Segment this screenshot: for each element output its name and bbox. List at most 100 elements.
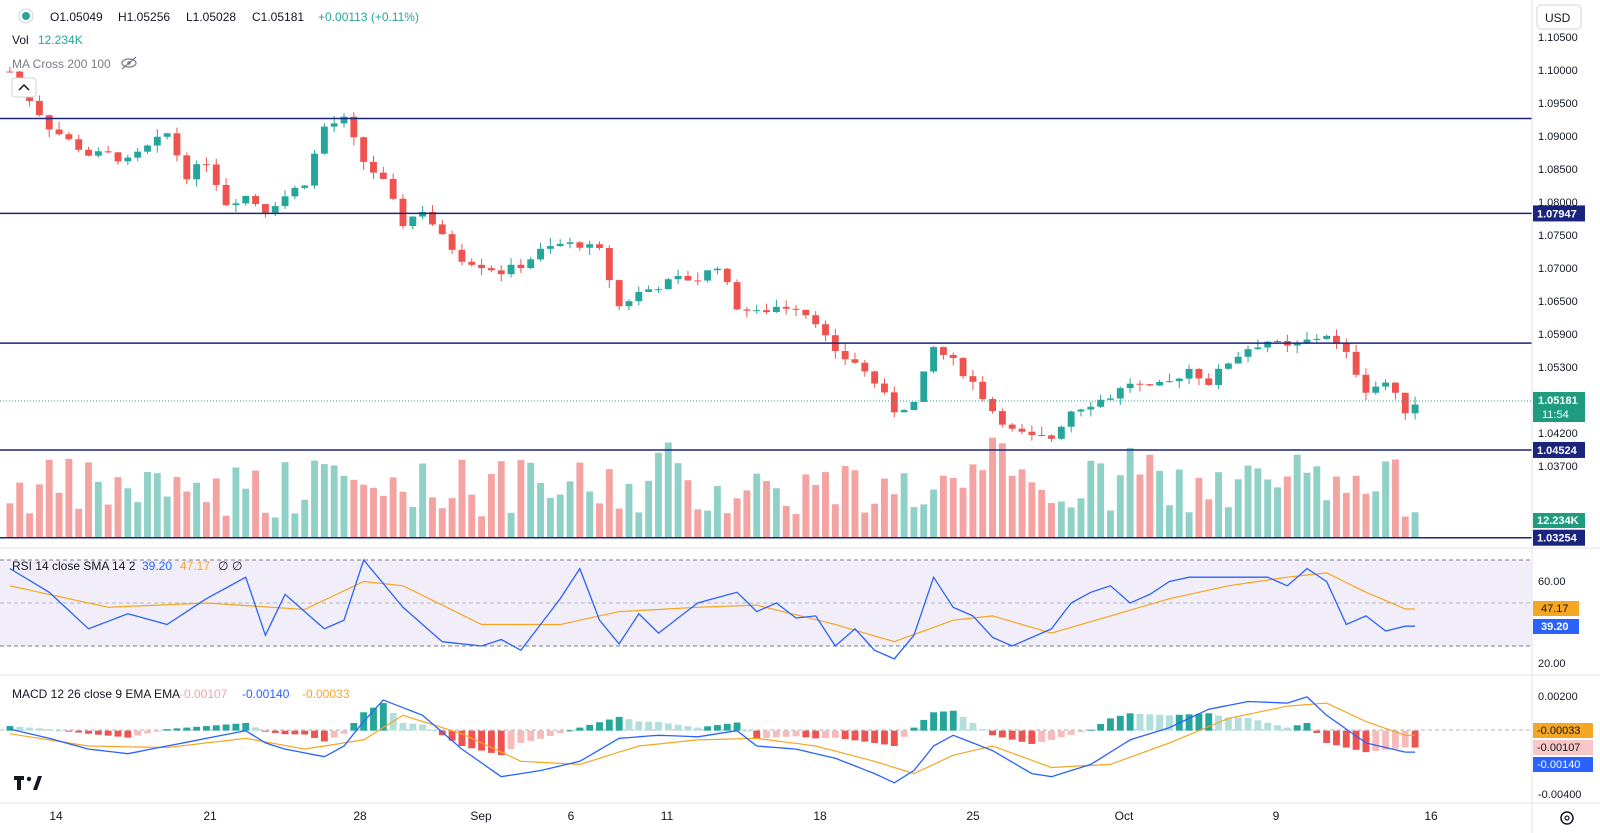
macd-hist-bar (114, 730, 122, 737)
candle-body (1293, 342, 1301, 346)
macd-hist-bar (1244, 717, 1252, 731)
volume-bar (330, 465, 338, 538)
volume-bar (939, 475, 947, 538)
candle-body (144, 145, 151, 152)
volume-bar (163, 496, 171, 538)
macd-legend-title: MACD 12 26 close 9 EMA EMA (12, 687, 180, 701)
candle-body (979, 381, 987, 400)
candle-body (487, 268, 495, 271)
macd-hist-bar (232, 723, 240, 731)
macd-hist-bar (94, 730, 102, 735)
macd-hist-bar (733, 722, 741, 731)
hidden-eye-icon[interactable] (121, 56, 137, 70)
macd-hist-bar (586, 724, 594, 731)
volume-bar (645, 480, 653, 538)
candle-body (537, 248, 544, 260)
level-price-tag-text: 1.04524 (1537, 445, 1578, 457)
volume-bar (1391, 459, 1399, 538)
volume-bar (183, 491, 191, 538)
macd-hist-bar (1126, 713, 1134, 731)
macd-hist-bar (1411, 730, 1419, 748)
macd-hist-bar (1116, 715, 1124, 731)
legend-close: C1.05181 (252, 10, 304, 24)
candle-body (104, 151, 112, 153)
candle-body (1028, 431, 1036, 436)
volume-bar (655, 452, 662, 538)
candle-body (320, 126, 328, 154)
volume-bar (1372, 491, 1380, 538)
volume-bar (772, 488, 780, 538)
currency-button[interactable]: USD (1536, 4, 1582, 30)
macd-hist-bar (831, 730, 839, 738)
volume-legend-label: Vol (12, 33, 29, 47)
rsi-legend-extra2: ∅ (232, 559, 242, 573)
candle-body (193, 164, 201, 180)
volume-bar (350, 479, 358, 538)
volume-bar (487, 474, 495, 538)
candle-body (546, 246, 554, 249)
settings-gear-icon[interactable] (1560, 811, 1574, 825)
candle-body (65, 134, 73, 140)
candle-body (1274, 341, 1281, 343)
tradingview-logo[interactable] (14, 776, 42, 790)
candle-body (851, 359, 859, 363)
candle-body (183, 155, 191, 180)
volume-bar (104, 504, 112, 538)
volume-bar (1264, 479, 1272, 538)
candle-body (920, 371, 928, 402)
macd-hist-bar (635, 721, 643, 731)
volume-bar (713, 486, 721, 538)
candle-body (6, 71, 14, 73)
volume-bar (851, 470, 859, 538)
macd-hist-bar (930, 712, 938, 731)
candle-body (1303, 339, 1311, 343)
legend-change: +0.00113 (+0.11%) (318, 10, 419, 24)
macd-legend-macd: -0.00140 (242, 687, 290, 701)
volume-bar (261, 512, 269, 538)
volume-bar (861, 512, 869, 538)
price-axis-tick: 1.03700 (1538, 461, 1578, 473)
volume-bar (389, 477, 397, 538)
rsi-legend-extra1: ∅ (218, 559, 228, 573)
time-axis[interactable]: 14 21 28 Sep 6 11 18 25 Oct 9 16 (49, 809, 1438, 823)
time-axis-label: 11 (661, 809, 674, 823)
macd-hist-bar (802, 730, 810, 738)
candle-body (841, 351, 849, 360)
volume-bar (1067, 507, 1075, 538)
candle-body (360, 137, 368, 162)
horizontal-levels[interactable]: 1.07947 1.04524 1.03254 (0, 117, 1585, 546)
candle-body (55, 129, 63, 135)
volume-bar (16, 482, 24, 538)
candle-body (772, 306, 780, 313)
candle-body (645, 289, 653, 292)
candle-body (1401, 392, 1409, 414)
candle-body (124, 157, 132, 162)
candle-body (1097, 399, 1105, 407)
volume-bar (1274, 487, 1281, 538)
candle-body (134, 151, 142, 158)
volume-bar (1303, 472, 1311, 538)
macd-hist-bar (6, 726, 14, 731)
macd-hist-bar (429, 729, 436, 731)
price-panel[interactable]: 1.07947 1.04524 1.03254 (0, 66, 1585, 546)
candle-body (429, 211, 436, 225)
price-axis[interactable]: 1.10500 1.10000 1.09500 1.09000 1.08500 1.080… (1533, 32, 1585, 528)
market-status-icon (22, 12, 30, 20)
collapse-indicators-button[interactable] (11, 77, 37, 98)
volume-bar (998, 443, 1006, 538)
volume-bar (1136, 474, 1144, 538)
macd-panel[interactable] (0, 696, 1532, 784)
price-axis-tick: 1.07000 (1538, 263, 1578, 275)
rsi-panel[interactable] (0, 558, 1532, 660)
volume-bar (1293, 454, 1301, 538)
volume-bar (429, 497, 436, 538)
macd-hist-bar (55, 730, 63, 732)
macd-hist-bar (1391, 730, 1399, 749)
volume-bar (910, 507, 918, 538)
volume-bar (1077, 498, 1085, 538)
volume-bar (753, 473, 761, 538)
macd-hist-bar (1057, 730, 1065, 738)
time-axis-label: Sep (470, 809, 492, 823)
